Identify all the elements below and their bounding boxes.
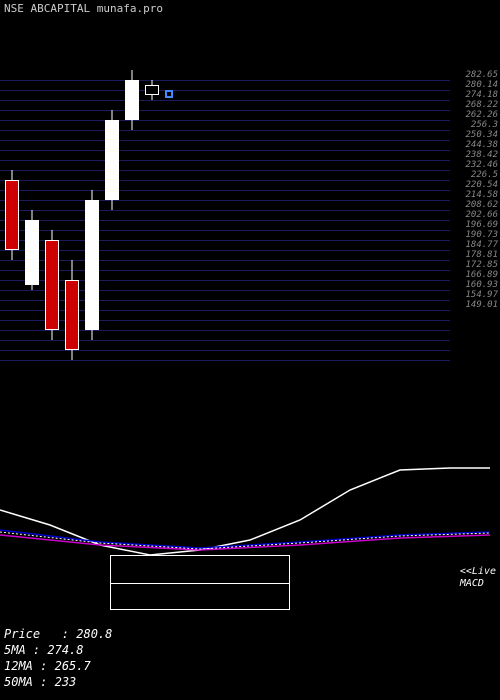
ma12-value: 265.7 bbox=[55, 659, 91, 673]
price-label-item: 154.97 bbox=[465, 290, 498, 300]
macd-histogram-box bbox=[110, 555, 290, 610]
price-label-item: 250.34 bbox=[465, 130, 498, 140]
price-label-item: 160.93 bbox=[465, 280, 498, 290]
price-label-item: 208.62 bbox=[465, 200, 498, 210]
ma5-label: 5MA bbox=[4, 643, 26, 657]
price-label-item: 172.85 bbox=[465, 260, 498, 270]
price-label-item: 190.73 bbox=[465, 230, 498, 240]
price-value: 280.8 bbox=[76, 627, 112, 641]
price-label-item: 268.22 bbox=[465, 100, 498, 110]
current-price-mark bbox=[165, 90, 173, 98]
price-label-item: 282.65 bbox=[465, 70, 498, 80]
price-label-item: 196.69 bbox=[465, 220, 498, 230]
price-label-item: 226.5 bbox=[465, 170, 498, 180]
price-label-item: 202.66 bbox=[465, 210, 498, 220]
price-label-item: 280.14 bbox=[465, 80, 498, 90]
chart-title: NSE ABCAPITAL munafa.pro bbox=[4, 2, 163, 15]
live-label: <<Live bbox=[460, 566, 496, 577]
price-row: Price : 280.8 bbox=[4, 626, 112, 642]
macd-label: <<Live MACD bbox=[460, 566, 496, 590]
price-axis-labels: 282.65280.14274.18268.22262.26256.3250.3… bbox=[465, 70, 498, 310]
price-label-item: 244.38 bbox=[465, 140, 498, 150]
info-panel: Price : 280.8 5MA : 274.8 12MA : 265.7 5… bbox=[4, 626, 112, 690]
macd-line-ma1 bbox=[0, 535, 490, 550]
ma50-row: 50MA : 233 bbox=[4, 674, 112, 690]
price-label-item: 274.18 bbox=[465, 90, 498, 100]
price-label-item: 220.54 bbox=[465, 180, 498, 190]
price-label-item: 178.81 bbox=[465, 250, 498, 260]
ma12-label: 12MA bbox=[4, 659, 33, 673]
price-label-item: 214.58 bbox=[465, 190, 498, 200]
price-label-item: 256.3 bbox=[465, 120, 498, 130]
price-label: Price bbox=[4, 627, 40, 641]
ma50-value: 233 bbox=[55, 675, 77, 689]
price-label-item: 184.77 bbox=[465, 240, 498, 250]
price-label-item: 262.26 bbox=[465, 110, 498, 120]
price-label-item: 238.42 bbox=[465, 150, 498, 160]
candlestick-chart: NSE ABCAPITAL munafa.pro 282.65280.14274… bbox=[0, 0, 500, 450]
macd-text: MACD bbox=[460, 578, 484, 589]
macd-chart: <<Live MACD bbox=[0, 450, 500, 620]
price-label-item: 149.01 bbox=[465, 300, 498, 310]
price-label-item: 232.46 bbox=[465, 160, 498, 170]
ma12-row: 12MA : 265.7 bbox=[4, 658, 112, 674]
macd-line-ma2 bbox=[0, 530, 490, 548]
macd-zero-line bbox=[111, 583, 289, 584]
price-label-item: 166.89 bbox=[465, 270, 498, 280]
ma50-label: 50MA bbox=[4, 675, 33, 689]
ma5-value: 274.8 bbox=[47, 643, 83, 657]
ma5-row: 5MA : 274.8 bbox=[4, 642, 112, 658]
